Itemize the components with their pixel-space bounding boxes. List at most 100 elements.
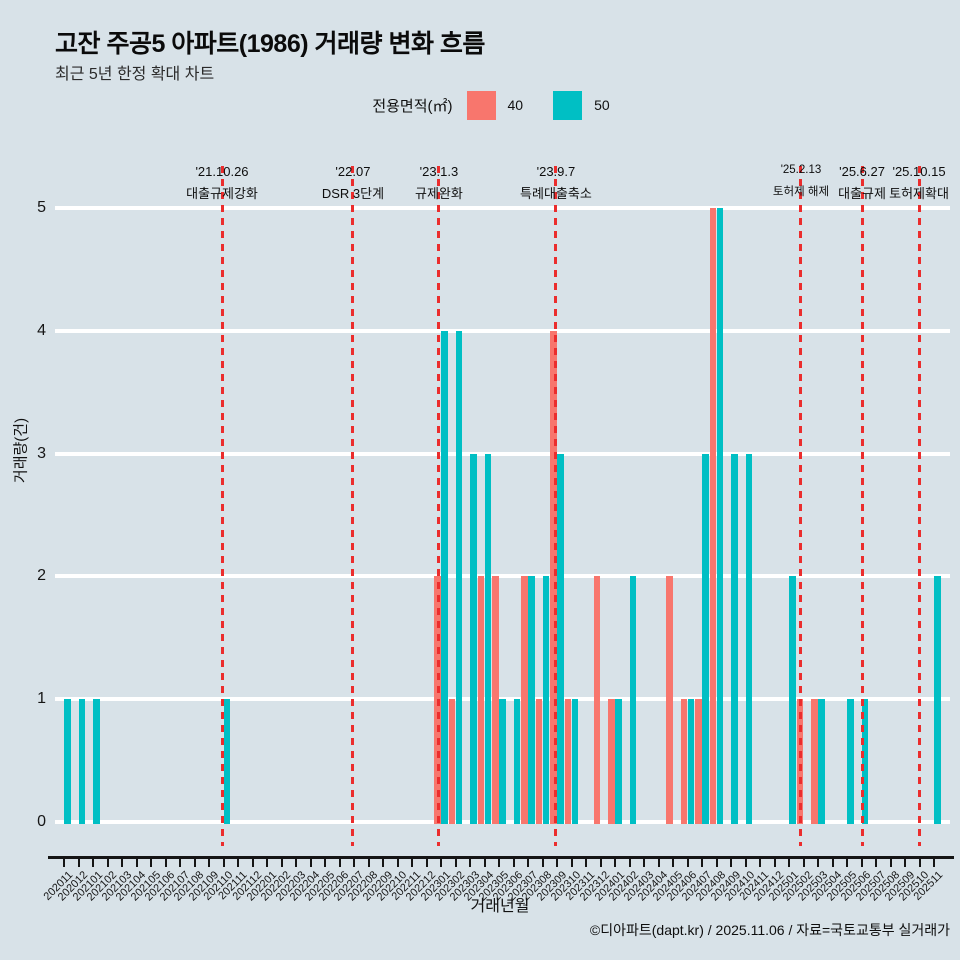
y-tick-label-2: 2 <box>37 567 46 585</box>
bar-202306-50 <box>513 699 521 824</box>
annotation-label-2: 규제완화 <box>415 186 463 201</box>
x-tick-202312 <box>599 859 602 867</box>
x-tick-202305 <box>498 859 501 867</box>
y-tick-label-4: 4 <box>37 321 46 339</box>
annotation-line-0 <box>220 166 224 846</box>
annotation-date-3: '23.9.7 <box>536 164 576 179</box>
annotation-line-4 <box>799 166 803 846</box>
bar-202503-40 <box>811 699 818 824</box>
annotation-line-2 <box>437 166 441 846</box>
legend-label-40: 40 <box>507 97 524 113</box>
x-tick-202309 <box>556 859 559 867</box>
x-axis-title: 거래년월 <box>470 898 530 915</box>
bar-202012-50 <box>78 699 86 824</box>
annotation-label-6: 토허제확대 <box>889 186 949 201</box>
x-tick-202410 <box>744 859 747 867</box>
annotation-date-1: '22.07 <box>335 164 371 179</box>
x-tick-202307 <box>527 859 530 867</box>
bar-202310-50 <box>571 699 579 824</box>
x-tick-202012 <box>77 859 80 867</box>
y-tick-label-3: 3 <box>37 444 46 462</box>
annotation-line-6 <box>917 166 921 846</box>
x-tick-202510 <box>918 859 921 867</box>
x-tick-202501 <box>788 859 791 867</box>
x-tick-202406 <box>686 859 689 867</box>
x-tick-202502 <box>802 859 805 867</box>
bar-202305-50 <box>499 699 506 824</box>
x-tick-202107 <box>179 859 182 867</box>
x-tick-202404 <box>657 859 660 867</box>
bar-202304-40 <box>477 576 485 824</box>
x-tick-202203 <box>295 859 298 867</box>
page-title: 고잔 주공5 아파트(1986) 거래량 변화 흐름 <box>55 30 485 58</box>
x-tick-202504 <box>831 859 834 867</box>
x-tick-202302 <box>454 859 457 867</box>
bar-202302-50 <box>455 330 463 824</box>
bar-202410-50 <box>745 453 753 824</box>
bar-202302-40 <box>448 699 456 824</box>
bar-202408-40 <box>709 208 717 824</box>
x-tick-202111 <box>237 859 240 867</box>
bar-202506-50 <box>861 699 869 824</box>
x-tick-202306 <box>512 859 515 867</box>
x-tick-202508 <box>889 859 892 867</box>
x-tick-202505 <box>846 859 849 867</box>
annotation-label-5: 대출규제 <box>838 186 886 201</box>
x-tick-202303 <box>469 859 472 867</box>
x-tick-202407 <box>701 859 704 867</box>
legend-swatch-40 <box>466 90 496 120</box>
bar-202307-50 <box>528 576 535 824</box>
page-subtitle: 최근 5년 한정 확대 차트 <box>55 66 215 83</box>
gridline-y-4 <box>55 328 950 333</box>
bar-202301-50 <box>441 330 448 824</box>
x-tick-202109 <box>208 859 211 867</box>
x-tick-202401 <box>614 859 617 867</box>
annotation-date-0: '21.10.26 <box>195 164 249 179</box>
bar-202401-40 <box>608 699 615 824</box>
x-tick-202301 <box>440 859 443 867</box>
x-tick-202403 <box>643 859 646 867</box>
bar-202505-50 <box>847 699 854 824</box>
bar-202501-50 <box>789 576 796 824</box>
x-tick-202503 <box>817 859 820 867</box>
bar-202011-50 <box>64 699 71 824</box>
bar-202401-50 <box>615 699 622 824</box>
bar-202309-50 <box>557 453 564 824</box>
x-tick-202304 <box>483 859 486 867</box>
x-tick-202211 <box>411 859 414 867</box>
gridline-y-5 <box>55 206 950 210</box>
bar-202406-50 <box>687 699 695 824</box>
annotation-label-4: 토허제 해제 <box>772 186 830 198</box>
gridline-y-3 <box>55 451 950 456</box>
bar-202304-50 <box>484 453 492 824</box>
x-tick-202408 <box>715 859 718 867</box>
bar-202402-50 <box>629 576 637 824</box>
annotation-label-3: 특례대출축소 <box>520 186 592 201</box>
x-tick-202101 <box>92 859 95 867</box>
x-tick-202011 <box>63 859 66 867</box>
x-tick-202201 <box>266 859 269 867</box>
y-tick-label-1: 1 <box>37 690 46 708</box>
bar-202305-40 <box>492 576 499 824</box>
bar-202309-40 <box>550 330 557 824</box>
x-tick-202509 <box>904 859 907 867</box>
bar-202101-50 <box>93 699 100 824</box>
legend: 전용면적(㎡) 40 50 <box>40 90 960 120</box>
bar-202307-40 <box>521 576 528 824</box>
x-tick-202106 <box>164 859 167 867</box>
bar-202308-50 <box>542 576 550 824</box>
x-tick-202411 <box>759 859 762 867</box>
x-tick-202212 <box>425 859 428 867</box>
x-tick-202105 <box>150 859 153 867</box>
annotation-label-0: 대출규제강화 <box>186 186 258 201</box>
bar-202110-50 <box>223 699 231 824</box>
gridline-y-2 <box>55 574 950 579</box>
annotation-date-6: '25.10.15 <box>892 164 946 179</box>
x-tick-202108 <box>193 859 196 867</box>
bar-202308-40 <box>535 699 543 824</box>
footer-credit: ©디아파트(dapt.kr) / 2025.11.06 / 자료=국토교통부 실… <box>589 922 950 938</box>
x-tick-202412 <box>773 859 776 867</box>
bar-202407-50 <box>702 453 709 824</box>
